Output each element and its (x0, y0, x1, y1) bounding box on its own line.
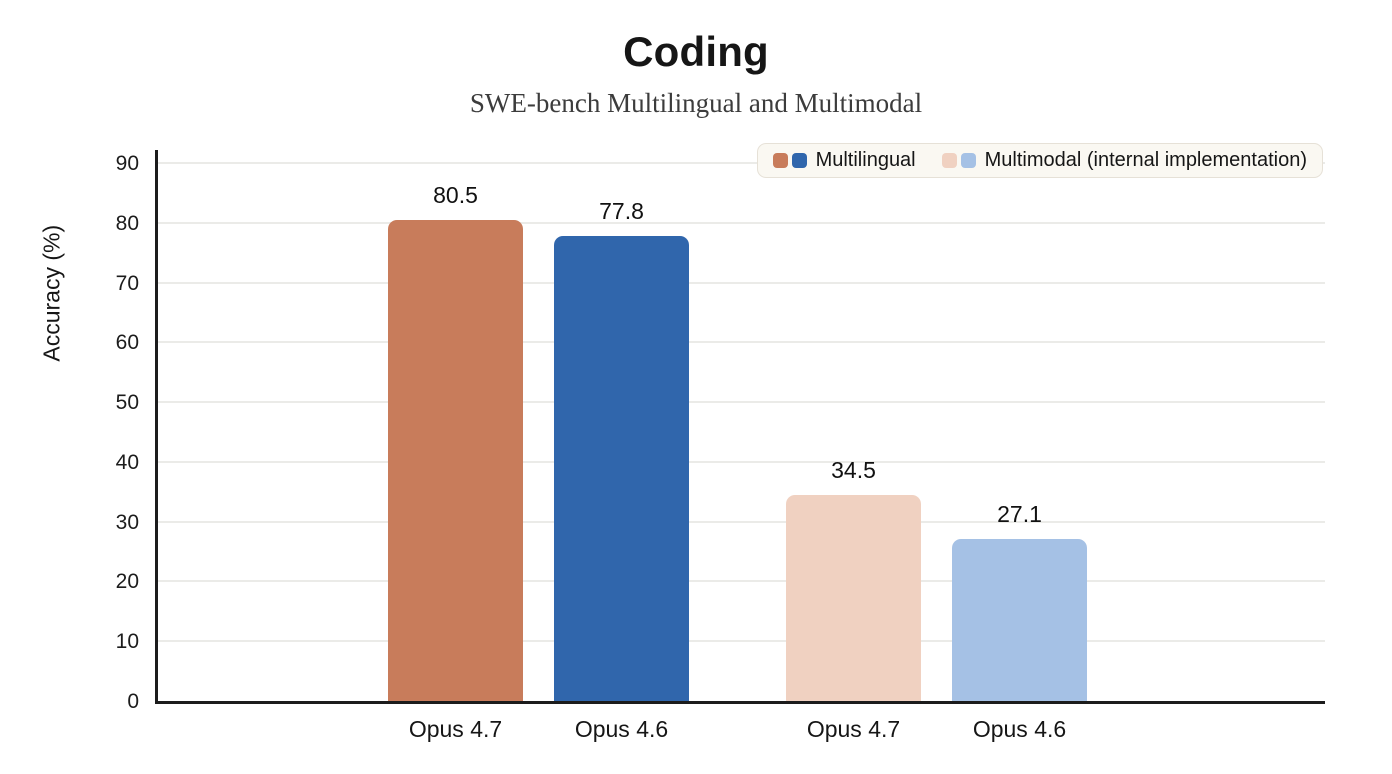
legend-swatches (772, 153, 807, 168)
y-tick-label-70: 70 (115, 271, 139, 295)
bar-value-label: 80.5 (433, 181, 478, 208)
gridline-30 (158, 520, 1325, 523)
legend-swatches (941, 153, 976, 168)
y-tick-label-20: 20 (115, 570, 139, 594)
legend: Multilingual Multimodal (internal impleme… (756, 143, 1323, 178)
bar-multilingual-opus-4.7 (388, 219, 523, 701)
bar-multimodal-opus-4.6 (952, 539, 1087, 701)
y-tick-label-60: 60 (115, 331, 139, 355)
x-tick-label-0: Opus 4.7 (408, 716, 503, 742)
bar-value-label: 34.5 (831, 456, 876, 483)
y-tick-label-80: 80 (115, 211, 139, 235)
legend-item-multimodal: Multimodal (internal implementation) (941, 149, 1307, 172)
chart-title: Coding (623, 28, 769, 75)
bar-value-label: 77.8 (599, 197, 644, 224)
y-tick-label-0: 0 (127, 690, 139, 713)
gridline-80 (158, 221, 1325, 224)
bar-multilingual-opus-4.6 (554, 235, 689, 701)
y-tick-label-50: 50 (115, 391, 139, 415)
y-tick-label-30: 30 (115, 510, 139, 534)
y-axis-line (155, 150, 158, 704)
x-tick-label-3: Opus 4.6 (972, 716, 1067, 742)
gridline-10 (158, 640, 1325, 643)
x-axis-line (155, 701, 1325, 704)
legend-label: Multimodal (internal implementation) (984, 149, 1307, 171)
gridline-20 (158, 580, 1325, 583)
legend-swatch (941, 153, 957, 168)
legend-item-multilingual: Multilingual (772, 149, 916, 172)
legend-swatch (960, 153, 976, 168)
legend-label: Multilingual (815, 149, 916, 171)
legend-swatch (791, 153, 807, 168)
gridline-70 (158, 281, 1325, 284)
gridline-90 (158, 162, 1325, 164)
bar-multimodal-opus-4.7 (786, 494, 921, 701)
gridline-40 (158, 460, 1325, 463)
y-tick-label-10: 10 (115, 630, 139, 654)
x-tick-label-2: Opus 4.7 (806, 716, 901, 742)
gridline-60 (158, 341, 1325, 344)
chart-subtitle: SWE-bench Multilingual and Multimodal (469, 88, 923, 118)
x-tick-label-1: Opus 4.6 (574, 716, 669, 742)
gridline-50 (158, 401, 1325, 404)
y-tick-label-40: 40 (115, 450, 139, 474)
y-tick-label-90: 90 (115, 152, 139, 175)
bar-value-label: 27.1 (997, 501, 1042, 527)
legend-swatch (772, 153, 788, 168)
